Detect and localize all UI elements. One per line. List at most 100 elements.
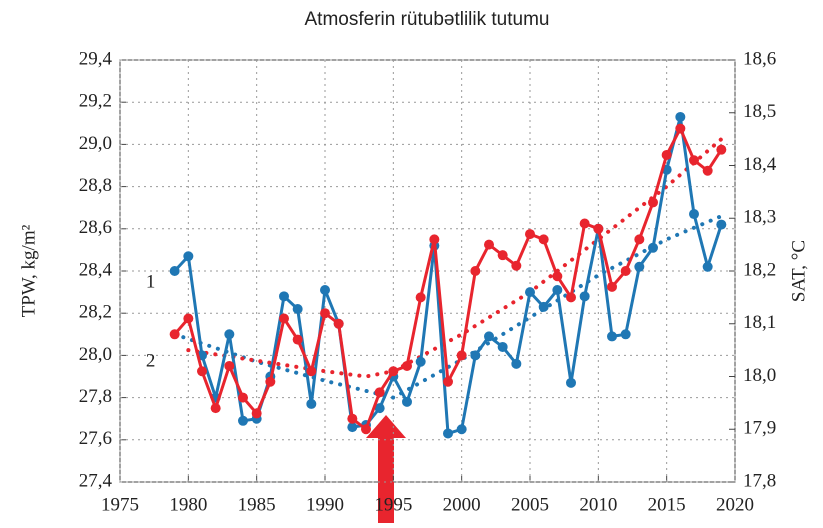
point bbox=[620, 329, 631, 340]
x-tick-label: 1995 bbox=[374, 494, 412, 515]
point bbox=[566, 292, 576, 303]
point bbox=[484, 239, 494, 250]
point bbox=[648, 197, 658, 208]
point bbox=[361, 424, 371, 435]
y-tick-label: 28,8 bbox=[79, 175, 112, 196]
point bbox=[634, 234, 645, 245]
point bbox=[675, 111, 686, 122]
point bbox=[279, 291, 289, 302]
point bbox=[197, 366, 207, 377]
y-tick-label: 29,2 bbox=[79, 91, 112, 112]
x-tick-label: 1990 bbox=[306, 494, 344, 515]
chart-title: Atmosferin rütubətlilik tutumu bbox=[305, 9, 550, 30]
point bbox=[716, 144, 727, 155]
point bbox=[443, 376, 453, 387]
point bbox=[484, 331, 494, 342]
point bbox=[689, 155, 699, 166]
x-tick-label: 2000 bbox=[443, 494, 481, 515]
point bbox=[429, 234, 440, 245]
point bbox=[306, 398, 317, 409]
x-tick-label: 2015 bbox=[648, 494, 686, 515]
point bbox=[320, 284, 330, 295]
y-tick-label: 29,4 bbox=[79, 48, 113, 69]
point bbox=[620, 266, 631, 276]
x-tick-label: 2005 bbox=[511, 494, 549, 515]
point bbox=[538, 234, 549, 245]
point bbox=[675, 123, 686, 134]
point bbox=[689, 209, 699, 220]
point bbox=[525, 229, 535, 240]
point bbox=[374, 387, 385, 398]
point bbox=[388, 366, 399, 377]
y2-tick-label: 18,3 bbox=[743, 207, 776, 228]
arrow bbox=[366, 415, 406, 523]
point bbox=[224, 329, 235, 340]
point bbox=[593, 223, 604, 234]
x-tick-label: 1975 bbox=[101, 494, 139, 515]
point bbox=[292, 334, 303, 345]
x-tick-label: 1985 bbox=[238, 494, 276, 515]
y-tick-label: 29,0 bbox=[79, 133, 112, 154]
point bbox=[333, 318, 344, 329]
point bbox=[402, 396, 412, 407]
point bbox=[470, 350, 481, 361]
point bbox=[415, 292, 426, 303]
point bbox=[566, 377, 576, 388]
point bbox=[292, 303, 303, 314]
y-tick-label: 28,4 bbox=[79, 259, 113, 280]
point bbox=[511, 260, 522, 271]
point bbox=[347, 422, 358, 433]
y2-tick-label: 18,6 bbox=[743, 48, 776, 69]
x-tick-label: 2010 bbox=[579, 494, 617, 515]
series-label: 2 bbox=[146, 351, 156, 372]
y2-tick-label: 17,8 bbox=[743, 470, 776, 491]
point bbox=[238, 392, 248, 403]
point bbox=[306, 366, 317, 377]
x-tick-label: 1980 bbox=[169, 494, 207, 515]
point bbox=[443, 428, 453, 439]
y2-tick-label: 18,5 bbox=[743, 101, 776, 122]
point bbox=[538, 301, 549, 312]
y2-axis-label: SAT, °C bbox=[788, 240, 809, 302]
y-axis-label: TPW, kg/m² bbox=[18, 224, 39, 317]
point bbox=[497, 341, 508, 352]
point bbox=[456, 350, 467, 361]
y2-tick-label: 18,4 bbox=[743, 154, 777, 175]
point bbox=[456, 424, 467, 435]
point bbox=[702, 261, 713, 272]
point bbox=[634, 261, 645, 272]
point bbox=[265, 376, 276, 387]
y2-tick-label: 18,0 bbox=[743, 365, 776, 386]
point bbox=[251, 408, 262, 419]
y-tick-label: 27,6 bbox=[79, 428, 112, 449]
point bbox=[320, 308, 330, 319]
point bbox=[579, 218, 590, 229]
point bbox=[374, 403, 385, 414]
point bbox=[169, 329, 180, 340]
point bbox=[511, 358, 522, 369]
series-label: 1 bbox=[146, 271, 156, 292]
point bbox=[183, 313, 194, 324]
point bbox=[607, 331, 617, 342]
point bbox=[169, 266, 180, 276]
y-tick-label: 28,2 bbox=[79, 302, 112, 323]
y-tick-label: 28,6 bbox=[79, 217, 112, 238]
x-tick-label: 2020 bbox=[716, 494, 754, 515]
point bbox=[552, 271, 563, 282]
point bbox=[607, 281, 617, 292]
point bbox=[347, 413, 358, 424]
point bbox=[716, 219, 727, 230]
point bbox=[415, 356, 426, 367]
y-tick-label: 28,0 bbox=[79, 344, 112, 365]
y-tick-label: 27,4 bbox=[79, 470, 113, 491]
point bbox=[661, 149, 672, 160]
point bbox=[525, 287, 535, 298]
trend-line bbox=[186, 137, 724, 379]
y2-tick-label: 18,1 bbox=[743, 312, 776, 333]
point bbox=[497, 250, 508, 261]
point bbox=[279, 313, 289, 324]
point bbox=[579, 291, 590, 302]
point bbox=[224, 360, 235, 371]
y2-tick-label: 18,2 bbox=[743, 259, 776, 280]
